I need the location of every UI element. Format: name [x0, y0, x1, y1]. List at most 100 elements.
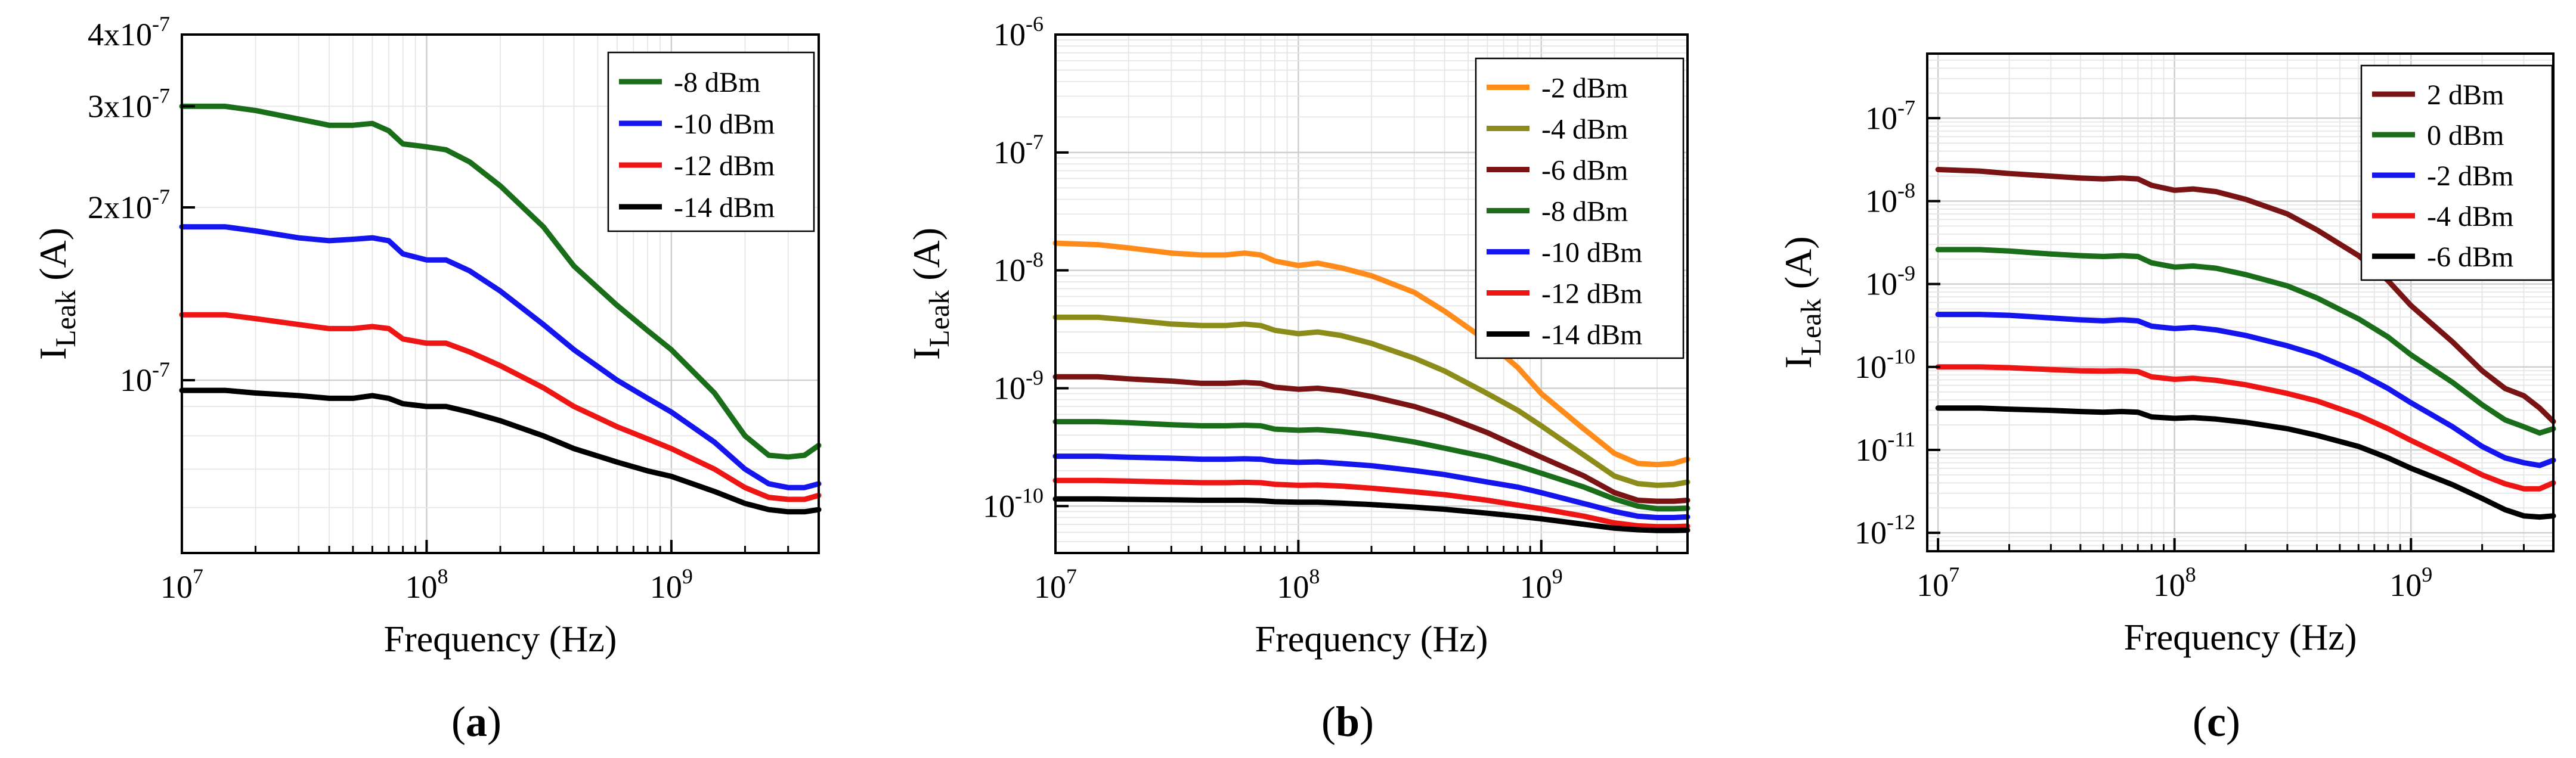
series-line--4dbm — [1935, 364, 2556, 492]
y-tick-base: 10 — [983, 488, 1015, 524]
y-tick-base: 10 — [993, 135, 1026, 170]
x-tick-base: 10 — [2153, 567, 2185, 603]
y-axis-label: ILeak (A) — [1777, 236, 1827, 368]
y-label-unit: (A) — [32, 228, 74, 290]
series-line--8dbm — [179, 103, 822, 460]
y-tick-base: 10 — [1854, 349, 1887, 385]
plot-frame — [1926, 52, 2555, 552]
y-axis-label: ILeak (A) — [32, 228, 82, 360]
x-tick-exp: 8 — [1309, 564, 1320, 588]
y-tick-exp: -6 — [1026, 12, 1044, 36]
x-tick-label: 108 — [405, 564, 448, 605]
x-tick-base: 10 — [2389, 567, 2422, 603]
x-tick-exp: 7 — [1066, 564, 1077, 588]
panel-letter: b — [1336, 698, 1360, 745]
chart-panel-c: 107 108 10910-1210-1110-1010-910-810-7Freq… — [1777, 52, 2556, 745]
x-tick-exp: 9 — [682, 564, 693, 588]
y-tick-exp: -12 — [1887, 510, 1915, 534]
x-tick-exp: 9 — [2422, 563, 2432, 586]
panel-letter: c — [2207, 698, 2226, 745]
legend-entry: -12 dBm — [674, 150, 775, 182]
series-line-2dbm — [1935, 167, 2556, 424]
y-tick-label: 3x10-7 — [88, 83, 170, 124]
x-tick-base: 10 — [1520, 569, 1552, 605]
x-axis-label: Frequency (Hz) — [384, 619, 617, 660]
legend-entry: -2 dBm — [2427, 160, 2513, 192]
x-tick-exp: 7 — [193, 564, 203, 588]
x-axis-label: Frequency (Hz) — [1255, 619, 1488, 660]
y-tick-base: 10 — [993, 370, 1026, 406]
chart-panel-a: 107 108 10910-72x10-73x10-74x10-7Frequency… — [32, 12, 822, 745]
panel-caption: (b) — [1321, 698, 1374, 745]
x-tick-exp: 8 — [2185, 563, 2196, 586]
y-tick-exp: -7 — [152, 358, 170, 381]
y-tick-exp: -11 — [1887, 427, 1915, 451]
series-line--10dbm — [179, 224, 822, 490]
series-line--6dbm — [1935, 405, 2556, 520]
x-tick-exp: 8 — [437, 564, 448, 588]
y-tick-base: 10 — [993, 17, 1026, 52]
y-tick-exp: -7 — [152, 12, 170, 36]
y-tick-base: 10 — [120, 362, 152, 398]
series-line--10dbm — [1052, 453, 1690, 520]
legend-entry: -10 dBm — [674, 108, 775, 140]
series-line--14dbm — [1052, 496, 1690, 533]
series-line--14dbm — [179, 387, 822, 515]
y-tick-base: 10 — [1865, 100, 1897, 136]
series-line-0dbm — [1935, 247, 2556, 436]
x-tick-label: 107 — [1034, 564, 1077, 605]
y-tick-exp: -9 — [1026, 365, 1044, 389]
y-tick-label: 10-8 — [993, 248, 1044, 288]
legend-entry: -12 dBm — [1541, 278, 1642, 310]
legend-entry: -4 dBm — [2427, 201, 2513, 232]
y-tick-exp: -8 — [1026, 248, 1044, 272]
legend: 2 dBm 0 dBm -2 dBm -4 dBm -6 dBm — [2360, 64, 2553, 281]
legend-entry: -8 dBm — [674, 67, 760, 98]
series-line--12dbm — [179, 312, 822, 502]
x-tick-base: 10 — [1916, 567, 1949, 603]
y-label-unit: (A) — [1777, 236, 1819, 299]
y-tick-exp: -8 — [1897, 178, 1915, 202]
y-label-sub: Leak — [50, 290, 82, 347]
panel-caption: (a) — [451, 698, 501, 745]
panel-caption: (c) — [2193, 698, 2240, 745]
x-tick-label: 109 — [1520, 564, 1563, 605]
y-tick-base: 10 — [1854, 515, 1887, 551]
series-line--12dbm — [1052, 477, 1690, 530]
legend-entry: -14 dBm — [1541, 319, 1642, 351]
y-label-sub: Leak — [1795, 299, 1827, 356]
y-tick-base: 3x10 — [88, 88, 152, 124]
legend-entry: -2 dBm — [1541, 73, 1628, 104]
x-tick-exp: 7 — [1949, 563, 1959, 586]
y-axis-label: ILeak (A) — [905, 228, 955, 360]
y-tick-label: 10-8 — [1865, 178, 1915, 219]
series-line--4dbm — [1052, 314, 1690, 488]
y-tick-label: 10-7 — [1865, 95, 1915, 136]
y-tick-label: 10-9 — [1865, 262, 1915, 302]
y-tick-label: 10-10 — [1854, 344, 1915, 385]
y-tick-exp: -7 — [1026, 130, 1044, 154]
y-tick-exp: -10 — [1887, 344, 1915, 368]
x-tick-label: 108 — [1277, 564, 1320, 605]
x-tick-label: 109 — [650, 564, 693, 605]
y-label-unit: (A) — [905, 228, 948, 290]
legend-entry: -6 dBm — [2427, 241, 2513, 273]
legend-entry: -8 dBm — [1541, 196, 1628, 228]
y-tick-base: 10 — [1865, 266, 1897, 302]
y-tick-label: 10-12 — [1854, 510, 1915, 551]
y-label-sub: Leak — [924, 290, 955, 347]
x-tick-label: 109 — [2389, 563, 2432, 603]
series-line--2dbm — [1935, 312, 2556, 468]
x-tick-exp: 9 — [1552, 564, 1563, 588]
legend: -2 dBm -4 dBm -6 dBm -8 dBm -10 dBm -12 dBm -1… — [1475, 57, 1685, 359]
x-tick-base: 10 — [650, 569, 682, 605]
legend-entry: -6 dBm — [1541, 155, 1628, 187]
x-tick-base: 10 — [405, 569, 437, 605]
legend: -8 dBm -10 dBm -12 dBm -14 dBm — [607, 51, 815, 232]
y-tick-exp: -9 — [1897, 262, 1915, 285]
y-tick-exp: -7 — [1897, 95, 1915, 119]
y-tick-base: 10 — [993, 253, 1026, 288]
y-tick-label: 4x10-7 — [88, 12, 170, 52]
series-line--8dbm — [1052, 419, 1690, 512]
legend-entry: 2 dBm — [2427, 79, 2504, 111]
